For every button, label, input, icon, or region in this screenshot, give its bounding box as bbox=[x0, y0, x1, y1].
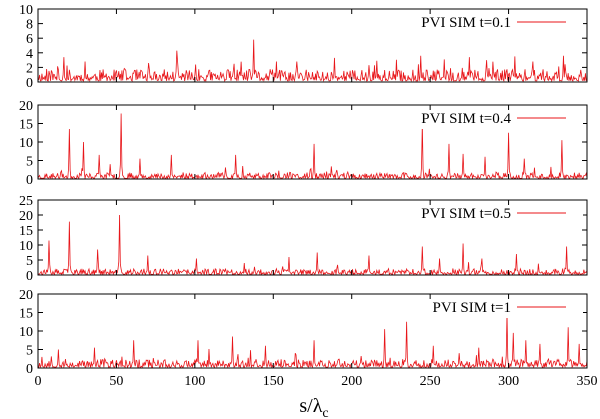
panel-frame-3 bbox=[37, 199, 588, 276]
panel-frame-1 bbox=[37, 8, 588, 83]
ytick-label: 5 bbox=[26, 155, 33, 170]
legend-box bbox=[390, 205, 583, 224]
x-axis-title-subscript: c bbox=[322, 406, 328, 419]
ytick-label: 10 bbox=[19, 3, 33, 18]
ytick-label: 5 bbox=[26, 344, 33, 359]
ytick-label: 0 bbox=[26, 173, 33, 188]
ytick-label: 15 bbox=[19, 307, 33, 322]
ytick-label: 2 bbox=[26, 61, 33, 76]
ytick-label: 10 bbox=[19, 239, 33, 254]
xtick-label: 200 bbox=[341, 374, 362, 389]
ytick-label: 4 bbox=[26, 47, 33, 62]
legend-box bbox=[390, 110, 583, 129]
pvi-series-line-3 bbox=[37, 214, 588, 276]
ytick-label: 10 bbox=[19, 136, 33, 151]
xtick-label: 50 bbox=[109, 374, 123, 389]
legend-label: PVI SIM t=0.4 bbox=[421, 111, 511, 127]
ytick-label: 10 bbox=[19, 325, 33, 340]
legend-box bbox=[390, 299, 583, 318]
pvi-series-line-2 bbox=[37, 113, 588, 180]
ytick-label: 25 bbox=[19, 194, 33, 209]
ytick-label: 20 bbox=[19, 99, 33, 114]
ytick-label: 8 bbox=[26, 18, 33, 33]
ytick-label: 15 bbox=[19, 224, 33, 239]
pvi-series-line-4 bbox=[37, 312, 588, 369]
ytick-label: 6 bbox=[26, 32, 33, 47]
xtick-label: 300 bbox=[498, 374, 519, 389]
ytick-label: 0 bbox=[26, 362, 33, 377]
pvi-series-line-1 bbox=[37, 39, 588, 83]
legend-label: PVI SIM t=1 bbox=[433, 300, 511, 316]
legend-box bbox=[390, 14, 583, 33]
xtick-label: 0 bbox=[35, 374, 42, 389]
ytick-label: 20 bbox=[19, 209, 33, 224]
ytick-label: 0 bbox=[26, 76, 33, 91]
x-axis-title: s/λc bbox=[299, 395, 328, 419]
xtick-label: 250 bbox=[420, 374, 441, 389]
x-axis-title-main: s/λ bbox=[299, 395, 322, 417]
legend-label: PVI SIM t=0.1 bbox=[421, 15, 511, 31]
xtick-label: 100 bbox=[184, 374, 205, 389]
xtick-label: 150 bbox=[263, 374, 284, 389]
ytick-label: 0 bbox=[26, 269, 33, 284]
legend-label: PVI SIM t=0.5 bbox=[421, 206, 511, 222]
ytick-label: 15 bbox=[19, 118, 33, 133]
ytick-label: 20 bbox=[19, 288, 33, 303]
ytick-label: 5 bbox=[26, 254, 33, 269]
xtick-label: 350 bbox=[577, 374, 598, 389]
